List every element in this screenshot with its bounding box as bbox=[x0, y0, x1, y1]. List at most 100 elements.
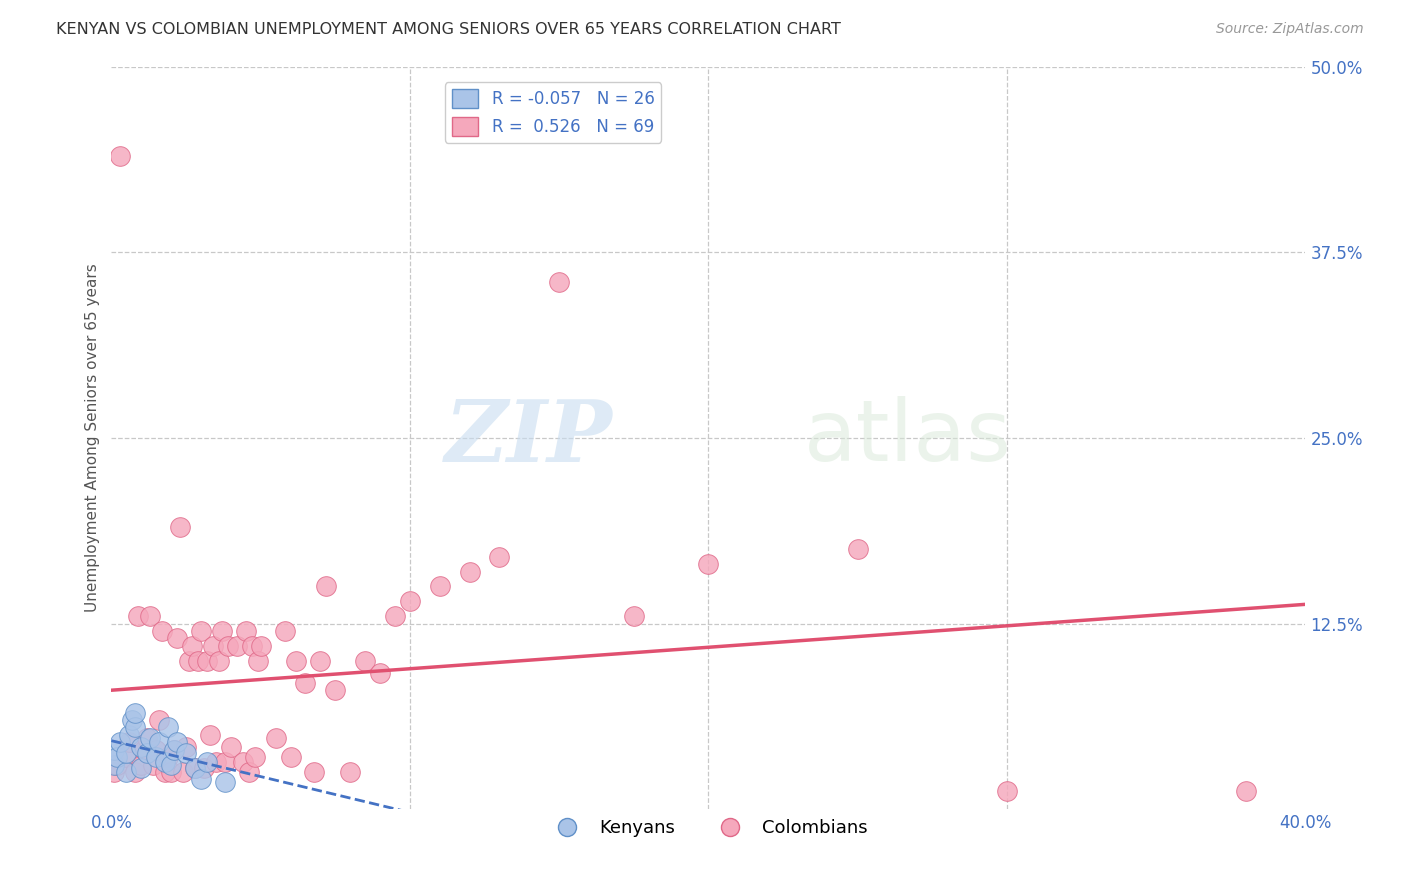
Y-axis label: Unemployment Among Seniors over 65 years: Unemployment Among Seniors over 65 years bbox=[86, 263, 100, 612]
Point bbox=[163, 743, 186, 757]
Point bbox=[235, 624, 257, 638]
Point bbox=[174, 746, 197, 760]
Point bbox=[264, 731, 287, 745]
Point bbox=[169, 520, 191, 534]
Point bbox=[121, 713, 143, 727]
Point bbox=[201, 639, 224, 653]
Point bbox=[118, 735, 141, 749]
Point bbox=[195, 654, 218, 668]
Point bbox=[157, 721, 180, 735]
Point bbox=[177, 654, 200, 668]
Point bbox=[160, 764, 183, 779]
Point bbox=[103, 743, 125, 757]
Point bbox=[134, 743, 156, 757]
Point bbox=[124, 706, 146, 720]
Point bbox=[225, 639, 247, 653]
Text: Source: ZipAtlas.com: Source: ZipAtlas.com bbox=[1216, 22, 1364, 37]
Point bbox=[190, 624, 212, 638]
Point bbox=[697, 557, 720, 571]
Point bbox=[129, 757, 152, 772]
Point bbox=[136, 731, 159, 745]
Point bbox=[172, 764, 194, 779]
Point bbox=[103, 764, 125, 779]
Point bbox=[339, 764, 361, 779]
Point bbox=[110, 149, 132, 163]
Point bbox=[399, 594, 422, 608]
Point bbox=[309, 654, 332, 668]
Point bbox=[166, 735, 188, 749]
Point bbox=[384, 609, 406, 624]
Point bbox=[368, 665, 391, 680]
Text: ZIP: ZIP bbox=[446, 396, 613, 480]
Point bbox=[205, 755, 228, 769]
Point bbox=[181, 639, 204, 653]
Point bbox=[129, 760, 152, 774]
Point bbox=[285, 654, 308, 668]
Point bbox=[214, 755, 236, 769]
Point bbox=[354, 654, 377, 668]
Point bbox=[157, 750, 180, 764]
Point bbox=[148, 713, 170, 727]
Point bbox=[273, 624, 295, 638]
Point bbox=[184, 760, 207, 774]
Point bbox=[195, 755, 218, 769]
Point bbox=[187, 654, 209, 668]
Point bbox=[280, 750, 302, 764]
Point bbox=[211, 624, 233, 638]
Point bbox=[429, 579, 451, 593]
Point bbox=[240, 639, 263, 653]
Point bbox=[153, 755, 176, 769]
Point bbox=[238, 764, 260, 779]
Point bbox=[623, 609, 645, 624]
Point bbox=[217, 639, 239, 653]
Point bbox=[142, 757, 165, 772]
Text: KENYAN VS COLOMBIAN UNEMPLOYMENT AMONG SENIORS OVER 65 YEARS CORRELATION CHART: KENYAN VS COLOMBIAN UNEMPLOYMENT AMONG S… bbox=[56, 22, 841, 37]
Point bbox=[249, 639, 271, 653]
Point bbox=[548, 275, 571, 289]
Point bbox=[304, 764, 326, 779]
Point bbox=[294, 676, 316, 690]
Point bbox=[488, 549, 510, 564]
Point bbox=[153, 764, 176, 779]
Point bbox=[124, 764, 146, 779]
Point bbox=[323, 683, 346, 698]
Point bbox=[136, 746, 159, 760]
Point bbox=[190, 772, 212, 787]
Point bbox=[115, 746, 138, 760]
Point bbox=[139, 609, 162, 624]
Point bbox=[243, 750, 266, 764]
Point bbox=[150, 624, 173, 638]
Point bbox=[139, 731, 162, 745]
Point bbox=[246, 654, 269, 668]
Point bbox=[995, 784, 1018, 798]
Text: atlas: atlas bbox=[804, 396, 1012, 479]
Point bbox=[219, 739, 242, 754]
Point bbox=[115, 750, 138, 764]
Point bbox=[110, 735, 132, 749]
Point bbox=[315, 579, 337, 593]
Point bbox=[115, 764, 138, 779]
Point bbox=[174, 739, 197, 754]
Point bbox=[198, 728, 221, 742]
Point bbox=[214, 775, 236, 789]
Point bbox=[145, 743, 167, 757]
Point bbox=[118, 728, 141, 742]
Point bbox=[127, 609, 149, 624]
Point bbox=[103, 757, 125, 772]
Point bbox=[105, 750, 128, 764]
Point bbox=[208, 654, 231, 668]
Point bbox=[148, 735, 170, 749]
Point bbox=[232, 755, 254, 769]
Point bbox=[193, 760, 215, 774]
Point bbox=[129, 739, 152, 754]
Point bbox=[458, 565, 481, 579]
Point bbox=[145, 750, 167, 764]
Point bbox=[184, 760, 207, 774]
Legend: Kenyans, Colombians: Kenyans, Colombians bbox=[541, 813, 875, 845]
Point bbox=[1234, 784, 1257, 798]
Point bbox=[163, 743, 186, 757]
Point bbox=[846, 542, 869, 557]
Point bbox=[124, 721, 146, 735]
Point bbox=[166, 632, 188, 646]
Point bbox=[105, 757, 128, 772]
